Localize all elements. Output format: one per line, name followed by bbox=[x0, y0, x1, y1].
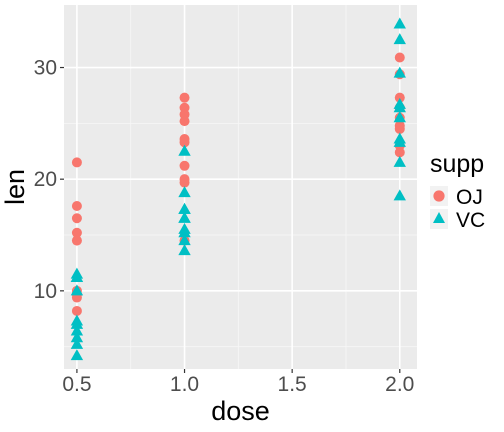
data-point-oj bbox=[179, 174, 190, 185]
data-point-oj bbox=[394, 52, 405, 63]
x-tick-label: 1.0 bbox=[170, 373, 199, 396]
data-point-vc bbox=[393, 66, 406, 78]
data-point-oj bbox=[71, 227, 82, 238]
legend-key-oj-circle bbox=[433, 190, 445, 202]
data-point-vc bbox=[70, 317, 84, 329]
y-axis-title: len bbox=[0, 169, 30, 205]
data-point-oj bbox=[71, 213, 82, 224]
data-point-vc bbox=[70, 337, 84, 349]
data-point-vc bbox=[178, 144, 191, 156]
data-point-oj bbox=[71, 157, 82, 168]
data-point-vc bbox=[393, 33, 406, 45]
data-point-vc bbox=[393, 97, 406, 109]
x-tick-label: 2.0 bbox=[385, 373, 414, 396]
data-point-vc bbox=[178, 222, 191, 234]
data-point-oj bbox=[179, 109, 190, 120]
legend-title: supp bbox=[430, 150, 484, 178]
data-point-oj bbox=[71, 235, 82, 246]
data-point-vc bbox=[393, 135, 406, 147]
data-point-vc bbox=[70, 331, 84, 343]
data-point-vc bbox=[178, 244, 191, 256]
data-point-oj bbox=[71, 305, 82, 316]
x-tick-label: 0.5 bbox=[62, 373, 91, 396]
y-axis-ticks: 10 20 30 bbox=[34, 57, 64, 303]
data-point-vc bbox=[393, 111, 406, 123]
data-point-oj bbox=[394, 92, 405, 103]
data-point-oj bbox=[179, 160, 190, 171]
x-tick-label: 1.5 bbox=[278, 373, 307, 396]
data-point-vc bbox=[393, 189, 406, 201]
data-point-vc bbox=[70, 284, 84, 296]
data-point-vc bbox=[393, 155, 406, 167]
major-gridlines bbox=[64, 5, 417, 369]
data-point-oj bbox=[394, 120, 405, 131]
data-point-vc bbox=[70, 349, 84, 361]
data-point-oj bbox=[179, 92, 190, 103]
legend: supp OJ VC bbox=[430, 150, 485, 232]
data-points bbox=[70, 17, 406, 361]
y-tick-label: 30 bbox=[34, 57, 57, 80]
data-point-vc bbox=[178, 186, 191, 198]
legend-label-vc: VC bbox=[456, 209, 485, 232]
data-point-oj bbox=[71, 200, 82, 211]
x-axis-title: dose bbox=[211, 396, 270, 426]
data-point-vc bbox=[178, 202, 191, 214]
legend-key-vc-triangle bbox=[433, 212, 445, 223]
data-point-vc bbox=[178, 211, 191, 223]
y-tick-label: 20 bbox=[34, 168, 57, 191]
x-axis-ticks: 0.5 1.0 1.5 2.0 bbox=[62, 369, 414, 396]
legend-label-oj: OJ bbox=[456, 186, 483, 209]
data-point-vc bbox=[70, 324, 84, 336]
data-point-oj bbox=[179, 133, 190, 144]
minor-gridlines bbox=[64, 5, 417, 369]
data-point-vc bbox=[178, 234, 191, 246]
data-point-vc bbox=[393, 17, 406, 29]
y-tick-label: 10 bbox=[34, 280, 57, 303]
panel-background bbox=[64, 5, 417, 369]
data-point-vc bbox=[70, 270, 84, 282]
